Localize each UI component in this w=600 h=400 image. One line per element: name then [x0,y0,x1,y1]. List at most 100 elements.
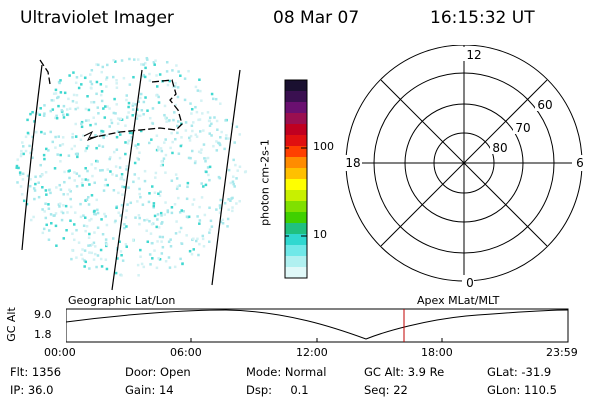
emission-pixel [47,188,51,192]
emission-pixel [91,174,94,178]
emission-pixel [208,178,211,182]
emission-pixel [29,151,33,155]
emission-pixel [102,136,105,140]
emission-pixel [94,122,97,126]
emission-pixel [139,255,142,258]
emission-pixel [69,197,72,201]
emission-pixel [200,99,203,102]
emission-pixel [64,204,68,208]
mlt-label-bottom: 0 [466,276,474,290]
emission-pixel [57,95,60,99]
emission-pixel [198,118,202,121]
emission-pixel [175,177,179,180]
emission-pixel [119,177,123,180]
emission-pixel [93,252,97,256]
emission-pixel [208,231,211,234]
emission-pixel [120,253,123,257]
emission-pixel [103,212,106,216]
emission-pixel [236,169,239,172]
emission-pixel [118,133,122,136]
emission-pixel [89,244,92,247]
emission-pixel [174,82,177,85]
emission-pixel [173,203,177,206]
emission-pixel [166,210,170,214]
emission-pixel [105,243,109,246]
emission-pixel [114,271,118,275]
emission-pixel [68,176,71,180]
emission-pixel [164,153,168,157]
emission-pixel [37,181,40,184]
emission-pixel [62,104,66,108]
emission-pixel [137,214,141,217]
emission-pixel [125,225,128,228]
emission-pixel [197,118,200,122]
emission-pixel [71,232,74,236]
emission-pixel [89,123,92,127]
info-glon: GLon: 110.5 [487,383,557,397]
emission-pixel [74,122,77,126]
emission-pixel [74,81,78,85]
emission-pixel [132,180,135,184]
emission-pixel [219,220,223,224]
emission-pixel [126,203,129,206]
emission-pixel [17,166,20,170]
emission-pixel [62,113,65,116]
emission-pixel [150,222,154,226]
emission-pixel [179,226,183,230]
longitude-line [21,64,43,251]
emission-pixel [121,259,125,262]
emission-pixel [127,139,130,143]
emission-pixel [163,104,167,108]
emission-pixel [90,194,94,197]
emission-pixel [124,216,128,219]
emission-pixel [170,179,174,183]
emission-pixel [238,199,241,203]
emission-pixel [199,151,203,154]
colorbar-swatch [285,124,307,136]
emission-pixel [31,110,34,114]
emission-pixel [146,109,149,112]
emission-pixel [164,201,167,204]
emission-pixel [91,243,94,246]
emission-pixel [31,156,34,160]
emission-pixel [84,107,88,111]
emission-pixel [145,56,149,60]
emission-pixel [136,114,140,117]
emission-pixel [167,240,171,244]
emission-pixel [187,156,191,160]
emission-pixel [208,240,211,244]
emission-pixel [106,168,109,171]
emission-pixel [83,76,87,80]
emission-pixel [161,245,165,249]
emission-pixel [18,171,22,174]
emission-pixel [71,136,74,139]
emission-pixel [54,212,58,215]
emission-pixel [186,181,190,185]
emission-pixel [29,178,32,181]
emission-pixel [138,151,141,154]
emission-pixel [137,100,141,103]
emission-pixel [52,99,55,102]
emission-pixel [198,78,201,81]
emission-pixel [93,212,96,216]
emission-pixel [219,102,222,105]
emission-pixel [51,108,55,111]
emission-pixel [127,186,130,189]
emission-pixel [121,185,124,188]
emission-pixel [56,153,59,156]
emission-pixel [170,211,174,215]
emission-pixel [92,116,95,119]
emission-pixel [99,257,103,261]
emission-pixel [21,178,25,181]
emission-pixel [191,203,195,206]
emission-pixel [61,143,65,146]
emission-pixel [137,274,140,277]
emission-pixel [45,147,48,151]
emission-pixel [232,175,235,178]
emission-pixel [118,166,122,169]
emission-pixel [223,147,226,151]
emission-pixel [231,209,234,213]
emission-pixel [139,96,142,100]
emission-pixel [171,85,175,89]
emission-pixel [73,179,76,182]
